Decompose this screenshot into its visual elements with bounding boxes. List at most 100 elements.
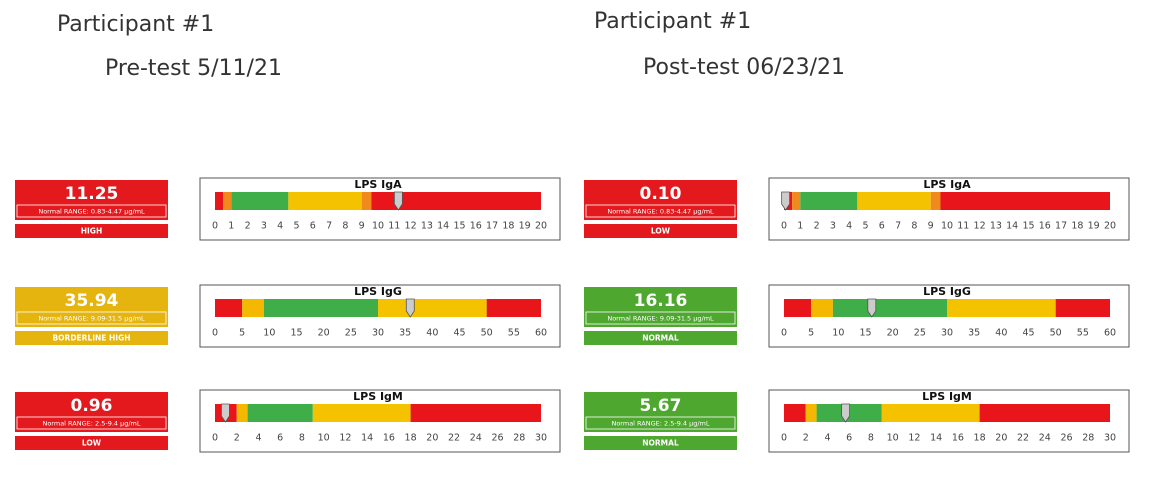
gauge-tick-label: 19 <box>1088 221 1100 232</box>
gauge-tick-label: 19 <box>519 221 531 232</box>
gauge-tick-label: 12 <box>405 221 417 232</box>
gauge-tick-label: 16 <box>1039 221 1051 232</box>
status-box <box>15 224 168 238</box>
value-box <box>15 287 168 327</box>
gauge-tick-label: 8 <box>868 433 874 444</box>
gauge-band <box>242 299 264 317</box>
gauge-tick-label: 50 <box>1050 328 1062 339</box>
gauge-band <box>288 192 362 210</box>
status: NORMAL <box>642 334 679 343</box>
gauge-tick-label: 15 <box>1022 221 1034 232</box>
gauge-tick-label: 60 <box>1104 328 1116 339</box>
gauge-tick-label: 14 <box>437 221 449 232</box>
status-box <box>584 436 737 450</box>
gauge-tick-label: 13 <box>990 221 1002 232</box>
value-marker <box>867 298 877 318</box>
gauge-tick-label: 15 <box>290 328 302 339</box>
normal-range: Normal RANGE: 2.5-9.4 µg/mL <box>611 420 709 428</box>
gauge-band <box>805 404 817 422</box>
gauge-tick-label: 18 <box>405 433 417 444</box>
gauge-tick-label: 30 <box>1104 433 1116 444</box>
normal-range: Normal RANGE: 9.09-31.5 µg/mL <box>38 315 145 323</box>
gauge-band <box>215 192 224 210</box>
range-strip <box>585 311 736 325</box>
range-strip <box>585 204 736 218</box>
gauge-tick-label: 0 <box>212 221 218 232</box>
value-box <box>584 392 737 432</box>
gauge-band <box>223 192 232 210</box>
value-box <box>15 392 168 432</box>
range-strip <box>16 416 167 430</box>
participant: Participant #1 <box>57 12 214 37</box>
gauge-band <box>979 404 1110 422</box>
gauge-tick-label: 25 <box>345 328 357 339</box>
gauge-band <box>231 192 289 210</box>
result-value: 0.96 <box>71 396 113 416</box>
gauge-band <box>800 192 858 210</box>
gauge-tick-label: 2 <box>245 221 251 232</box>
gauge-tick-label: 35 <box>968 328 980 339</box>
value-marker <box>221 403 230 423</box>
gauge-tick-label: 30 <box>535 433 547 444</box>
gauge-tick-label: 35 <box>399 328 411 339</box>
gauge-band <box>215 299 243 317</box>
gauge-tick-label: 16 <box>383 433 395 444</box>
gauge-band <box>832 299 947 317</box>
gauge-tick-label: 16 <box>952 433 964 444</box>
gauge-tick-label: 10 <box>941 221 953 232</box>
gauge-tick-label: 45 <box>1022 328 1034 339</box>
gauge-tick-label: 6 <box>277 433 283 444</box>
gauge-tick-label: 24 <box>470 433 482 444</box>
gauge-tick-label: 8 <box>342 221 348 232</box>
gauge-tick-label: 16 <box>470 221 482 232</box>
gauge-tick-label: 1 <box>228 221 234 232</box>
gauge-tick-label: 2 <box>814 221 820 232</box>
value-marker <box>405 298 415 318</box>
status-box <box>15 436 168 450</box>
value-box <box>584 180 737 220</box>
gauge-tick-label: 14 <box>1006 221 1018 232</box>
gauge-band <box>236 404 248 422</box>
gauge-tick-label: 18 <box>1071 221 1083 232</box>
gauge-tick-label: 60 <box>535 328 547 339</box>
gauge-tick-label: 20 <box>535 221 547 232</box>
gauge-tick-label: 17 <box>486 221 498 232</box>
test-date: Post-test 06/23/21 <box>643 55 845 80</box>
gauge-tick-label: 2 <box>803 433 809 444</box>
gauge-tick-label: 20 <box>887 328 899 339</box>
gauge-tick-label: 11 <box>957 221 969 232</box>
gauge-tick-label: 20 <box>995 433 1007 444</box>
gauge-tick-label: 10 <box>318 433 330 444</box>
range-strip <box>585 416 736 430</box>
gauge-tick-label: 1 <box>797 221 803 232</box>
gauge-tick-label: 50 <box>481 328 493 339</box>
gauge-tick-label: 5 <box>862 221 868 232</box>
gauge-tick-label: 10 <box>263 328 275 339</box>
gauge-tick-label: 11 <box>388 221 400 232</box>
gauge-tick-label: 0 <box>781 328 787 339</box>
gauge-title: LPS IgA <box>354 178 402 191</box>
status-box <box>584 331 737 345</box>
value-marker <box>781 191 791 211</box>
gauge-tick-label: 12 <box>339 433 351 444</box>
gauge-band <box>857 192 931 210</box>
gauge-tick-label: 8 <box>299 433 305 444</box>
gauge-tick-label: 9 <box>359 221 365 232</box>
status-box <box>15 331 168 345</box>
gauge-tick-label: 10 <box>832 328 844 339</box>
gauge-tick-label: 30 <box>941 328 953 339</box>
gauge-band <box>784 299 812 317</box>
gauge-tick-label: 6 <box>310 221 316 232</box>
status: HIGH <box>81 227 103 236</box>
status: NORMAL <box>642 439 679 448</box>
result-value: 35.94 <box>65 291 119 311</box>
gauge-tick-label: 7 <box>326 221 332 232</box>
status: BORDERLINE HIGH <box>52 334 130 343</box>
gauge-band <box>940 192 1110 210</box>
status: LOW <box>82 439 102 448</box>
gauge-band <box>371 192 541 210</box>
gauge-tick-label: 17 <box>1055 221 1067 232</box>
gauge-band <box>930 192 941 210</box>
gauge-tick-label: 14 <box>930 433 942 444</box>
range-strip <box>16 311 167 325</box>
